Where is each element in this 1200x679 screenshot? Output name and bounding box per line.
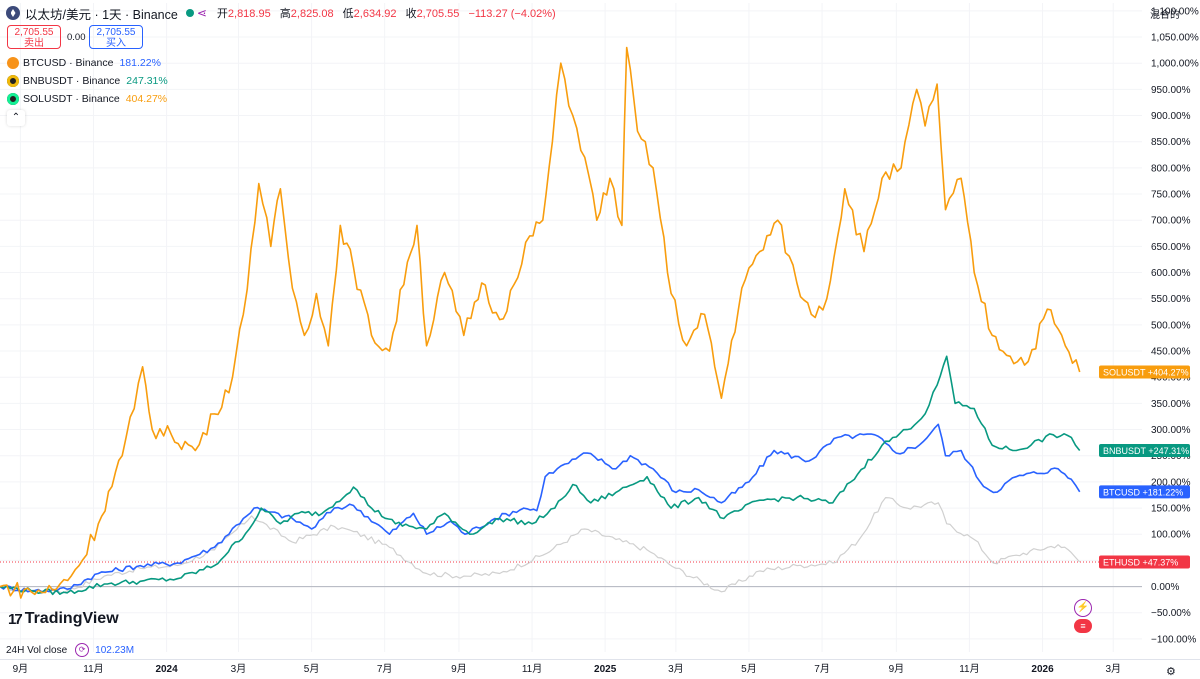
sell-button[interactable]: 2,705.55 卖出 [7, 25, 61, 49]
change-value: −113.27 (−4.02%) [468, 8, 556, 20]
market-open-icon [185, 9, 194, 17]
end-label-solusdt: SOLUSDT +404.27% [1103, 367, 1189, 377]
y-tick-label: 1,100.00% [1151, 6, 1199, 17]
x-tick-label: 5月 [741, 663, 757, 675]
y-tick-label: 100.00% [1151, 530, 1191, 541]
y-tick-label: 800.00% [1151, 163, 1191, 174]
y-tick-label: 900.00% [1151, 111, 1191, 122]
y-tick-label: 200.00% [1151, 477, 1191, 488]
share-icon[interactable]: ⋖ [196, 6, 207, 20]
chart-grid [0, 3, 1142, 652]
x-tick-label: 11月 [959, 663, 979, 675]
y-tick-label: −100.00% [1151, 634, 1196, 645]
y-tick-label: 650.00% [1151, 242, 1191, 253]
y-tick-label: 0.00% [1151, 582, 1179, 593]
x-tick-label: 9月 [13, 663, 29, 675]
scale-mode-button[interactable]: 混合的 [1150, 10, 1180, 21]
us-flag-icon[interactable]: ≡ [1074, 619, 1092, 633]
series-end-labels: SOLUSDT +404.27% BNBUSDT +247.31% BTCUSD +… [1099, 365, 1190, 569]
volume-value: 102.23M [95, 644, 135, 656]
close-value: 2,705.55 [416, 8, 460, 20]
end-label-btcusd: BTCUSD +181.22% [1103, 487, 1183, 497]
ethereum-icon [6, 6, 20, 20]
y-tick-label: 550.00% [1151, 294, 1191, 305]
y-tick-label: 750.00% [1151, 190, 1191, 201]
legend-solusdt[interactable]: SOLUSDT · Binance 404.27% [7, 91, 167, 107]
settings-gear-icon[interactable]: ⚙ [1166, 666, 1176, 678]
refresh-icon[interactable]: ⟳ [75, 643, 90, 657]
y-tick-label: 450.00% [1151, 347, 1191, 358]
y-tick-label: 1,050.00% [1151, 33, 1199, 44]
series-line-btcusd [0, 423, 1081, 593]
y-tick-label: 500.00% [1151, 320, 1191, 331]
lightning-icon[interactable]: ⚡ [1074, 599, 1092, 617]
y-axis[interactable]: 1,100.00% 1,050.00% 1,000.00% 950.00% 900.00… [1151, 6, 1199, 645]
buy-button[interactable]: 2,705.55 买入 [89, 25, 143, 49]
y-tick-label: −50.00% [1151, 608, 1191, 619]
low-value: 2,634.92 [353, 8, 397, 20]
x-tick-label: 3月 [1105, 663, 1121, 675]
end-label-bg-solusdt [1099, 365, 1190, 379]
x-tick-label: 2026 [1031, 664, 1054, 675]
x-tick-label: 2024 [155, 664, 178, 675]
solana-icon [7, 93, 19, 105]
high-value: 2,825.08 [290, 8, 334, 20]
status-icons: ⋖ [185, 6, 207, 20]
end-label-bg-ethusd [1099, 555, 1190, 569]
y-tick-label: 850.00% [1151, 137, 1191, 148]
x-axis[interactable]: 9月 11月 2024 3月 5月 7月 9月 11月 2025 3月 5月 7月 9月 11月 2026 3… [13, 663, 1121, 675]
y-tick-label: 1,000.00% [1151, 59, 1199, 70]
y-tick-label: 300.00% [1151, 425, 1191, 436]
y-tick-label: 700.00% [1151, 216, 1191, 227]
series-line-ethusd [0, 497, 1081, 595]
series-line-bnbusdt [0, 355, 1081, 596]
end-label-bnbusdt: BNBUSDT +247.31% [1103, 446, 1189, 456]
x-tick-label: 11月 [83, 663, 103, 675]
x-tick-label: 9月 [451, 663, 467, 675]
series-line-solusdt [0, 46, 1081, 599]
y-tick-label: 150.00% [1151, 504, 1191, 515]
legend-btcusd[interactable]: BTCUSD · Binance 181.22% [7, 55, 161, 71]
y-tick-label: 950.00% [1151, 85, 1191, 96]
x-tick-label: 5月 [304, 663, 320, 675]
tradingview-logo: 17 TradingView [8, 610, 119, 628]
spread-value: 0.00 [67, 32, 86, 43]
x-tick-label: 7月 [377, 663, 393, 675]
symbol-header: 以太坊/美元 · 1天 · Binance ⋖ 开2,818.95 高2,825… [6, 4, 562, 22]
x-tick-label: 2025 [594, 664, 617, 675]
open-value: 2,818.95 [227, 8, 271, 20]
series-lines [0, 46, 1081, 599]
y-tick-label: 350.00% [1151, 399, 1191, 410]
end-label-bg-btcusd [1099, 485, 1190, 499]
bnb-icon [7, 75, 19, 87]
legend-bnbusdt[interactable]: BNBUSDT · Binance 247.31% [7, 73, 168, 89]
x-tick-label: 7月 [814, 663, 830, 675]
collapse-legend-chevron-up-icon[interactable]: ⌃ [7, 110, 25, 126]
y-tick-label: 600.00% [1151, 268, 1191, 279]
symbol-title[interactable]: 以太坊/美元 · 1天 · Binance [25, 7, 178, 22]
end-label-ethusd: ETHUSD +47.37% [1103, 557, 1178, 567]
x-tick-label: 9月 [889, 663, 905, 675]
x-tick-label: 3月 [231, 663, 247, 675]
bitcoin-icon [7, 57, 19, 69]
tradingview-icon: 17 [8, 610, 23, 628]
ohlc-values: 开2,818.95 高2,825.08 低2,634.92 收2,705.55 … [216, 8, 556, 20]
volume-indicator[interactable]: 24H Vol close ⟳ 102.23M [6, 643, 135, 657]
x-tick-label: 3月 [668, 663, 684, 675]
end-label-bg-bnbusdt [1099, 443, 1190, 457]
x-tick-label: 11月 [522, 663, 542, 675]
